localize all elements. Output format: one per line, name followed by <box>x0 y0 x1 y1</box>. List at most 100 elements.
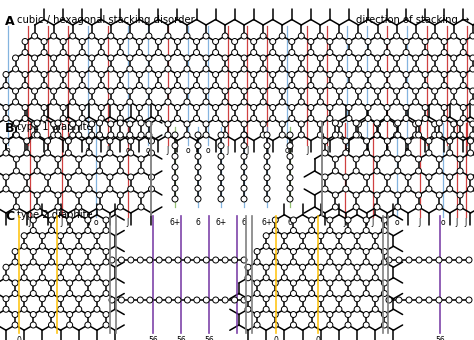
Circle shape <box>76 243 82 249</box>
Circle shape <box>222 33 228 39</box>
Circle shape <box>212 116 219 121</box>
Circle shape <box>203 99 209 105</box>
Circle shape <box>470 66 474 72</box>
Circle shape <box>48 217 55 223</box>
Circle shape <box>39 264 46 270</box>
Circle shape <box>103 259 109 265</box>
Circle shape <box>327 104 333 110</box>
Circle shape <box>356 132 362 138</box>
Circle shape <box>354 296 360 302</box>
Circle shape <box>30 290 36 296</box>
Circle shape <box>337 33 342 39</box>
Circle shape <box>165 132 171 138</box>
Circle shape <box>327 50 333 55</box>
Circle shape <box>60 71 66 78</box>
Circle shape <box>436 156 442 162</box>
Circle shape <box>382 249 387 255</box>
Circle shape <box>287 132 293 138</box>
Circle shape <box>138 132 144 138</box>
Circle shape <box>76 132 82 138</box>
Circle shape <box>356 66 362 72</box>
Circle shape <box>264 175 270 181</box>
Circle shape <box>346 71 352 78</box>
Circle shape <box>213 257 219 263</box>
Circle shape <box>155 116 162 121</box>
Circle shape <box>279 132 285 138</box>
Circle shape <box>457 204 463 210</box>
Circle shape <box>272 249 278 255</box>
Circle shape <box>212 71 219 78</box>
Circle shape <box>396 297 402 303</box>
Circle shape <box>460 38 466 45</box>
Circle shape <box>67 249 73 255</box>
Circle shape <box>403 83 409 88</box>
Circle shape <box>85 259 91 265</box>
Circle shape <box>287 196 293 202</box>
Circle shape <box>436 257 442 263</box>
Circle shape <box>138 156 144 162</box>
Circle shape <box>289 116 295 121</box>
Text: B: B <box>5 122 15 135</box>
Circle shape <box>3 186 9 192</box>
Text: J: J <box>456 218 458 227</box>
Circle shape <box>441 83 447 88</box>
Circle shape <box>156 297 162 303</box>
Circle shape <box>287 164 293 170</box>
Circle shape <box>393 33 400 39</box>
Circle shape <box>79 116 85 121</box>
Circle shape <box>41 50 47 55</box>
Circle shape <box>416 120 421 126</box>
Circle shape <box>270 38 276 45</box>
Circle shape <box>45 186 51 192</box>
Circle shape <box>298 88 304 94</box>
Circle shape <box>426 257 432 263</box>
Circle shape <box>193 71 200 78</box>
Circle shape <box>128 138 134 144</box>
Circle shape <box>146 99 152 105</box>
Circle shape <box>118 120 123 126</box>
Circle shape <box>118 132 123 138</box>
Circle shape <box>345 311 351 318</box>
Circle shape <box>441 104 447 110</box>
Circle shape <box>446 297 452 303</box>
Circle shape <box>309 227 315 234</box>
Circle shape <box>318 306 324 312</box>
Circle shape <box>403 116 409 121</box>
Circle shape <box>432 55 438 61</box>
Circle shape <box>55 120 61 126</box>
Circle shape <box>97 192 102 198</box>
Circle shape <box>127 33 133 39</box>
Circle shape <box>460 83 466 88</box>
Circle shape <box>22 116 28 121</box>
Circle shape <box>332 204 338 210</box>
Text: J: J <box>246 146 248 155</box>
Text: o: o <box>126 146 130 155</box>
Circle shape <box>466 297 472 303</box>
Circle shape <box>184 257 191 263</box>
Circle shape <box>213 297 219 303</box>
Circle shape <box>416 168 421 174</box>
Circle shape <box>24 186 30 192</box>
Text: o: o <box>85 146 90 155</box>
Circle shape <box>336 306 342 312</box>
Circle shape <box>107 150 113 156</box>
Circle shape <box>222 55 228 61</box>
Circle shape <box>39 233 46 239</box>
Circle shape <box>374 132 381 138</box>
Circle shape <box>457 156 463 162</box>
Circle shape <box>403 50 409 55</box>
Text: 6: 6 <box>242 218 246 227</box>
Circle shape <box>353 204 359 210</box>
Circle shape <box>365 83 371 88</box>
Text: J: J <box>27 146 29 155</box>
Text: 56: 56 <box>176 336 186 340</box>
Circle shape <box>30 322 36 328</box>
Circle shape <box>460 71 466 78</box>
Circle shape <box>41 71 47 78</box>
Circle shape <box>108 99 114 105</box>
Circle shape <box>22 71 28 78</box>
Circle shape <box>39 296 46 302</box>
Circle shape <box>272 280 278 286</box>
Circle shape <box>118 83 123 88</box>
Circle shape <box>467 150 474 156</box>
